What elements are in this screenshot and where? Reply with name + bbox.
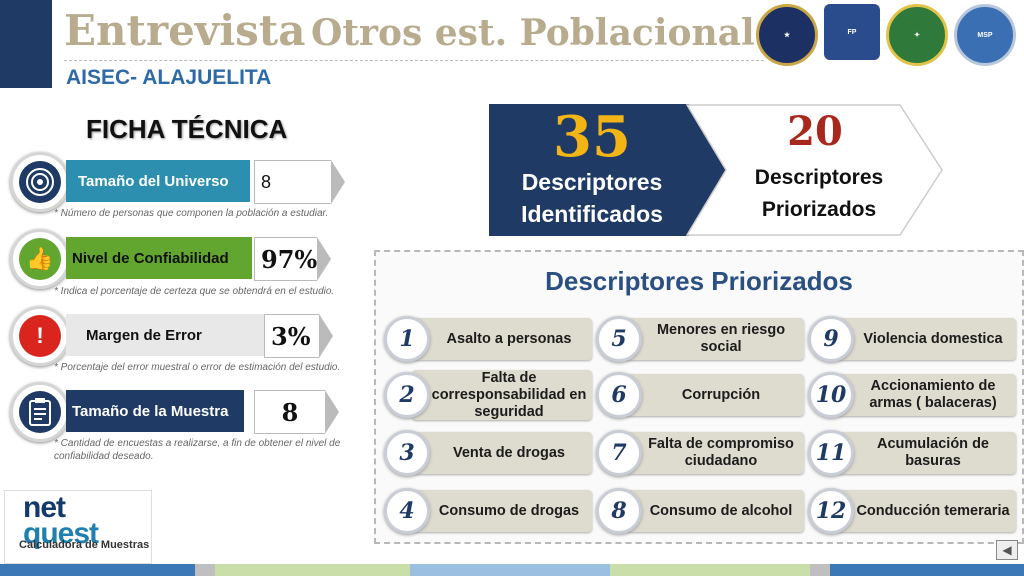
police-crest-logo: ✦ bbox=[886, 4, 948, 66]
netquest-calculator-badge[interactable]: net quest Calculadora de Muestras bbox=[4, 490, 152, 564]
descriptor-item: 3 Venta de drogas bbox=[384, 430, 596, 476]
descriptor-number: 5 bbox=[596, 316, 642, 362]
universe-size-label: Tamaño del Universo bbox=[66, 160, 250, 202]
descriptor-label: Falta de compromiso ciudadano bbox=[624, 432, 804, 474]
netquest-logo-quest: quest bbox=[23, 517, 99, 550]
descriptor-item: 6 Corrupción bbox=[596, 372, 808, 418]
descriptor-number: 7 bbox=[596, 430, 642, 476]
descriptor-item: 5 Menores en riesgo social bbox=[596, 316, 808, 362]
confidence-level-note: * Indica el porcentaje de certeza que se… bbox=[54, 286, 335, 297]
descriptor-number: 12 bbox=[808, 488, 854, 534]
descriptor-number: 10 bbox=[808, 372, 854, 418]
descriptor-item: 9 Violencia domestica bbox=[808, 316, 1018, 362]
identified-descriptors-arrow: 35 Descriptores Identificados bbox=[489, 104, 729, 236]
identified-line2: Identificados bbox=[521, 201, 663, 227]
descriptor-label: Consumo de alcohol bbox=[624, 490, 804, 532]
previous-slide-button[interactable]: ◀ bbox=[996, 540, 1018, 560]
sample-size-note: * Cantidad de encuestas a realizarse, a … bbox=[54, 438, 341, 462]
alert-icon: ! bbox=[10, 306, 70, 366]
descriptor-item: 8 Consumo de alcohol bbox=[596, 488, 808, 534]
identified-count: 35 bbox=[553, 104, 631, 170]
descriptor-item: 2 Falta de corresponsabilidad en segurid… bbox=[384, 370, 596, 420]
descriptor-label: Accionamiento de armas ( balaceras) bbox=[836, 374, 1016, 416]
prioritized-line2: Priorizados bbox=[761, 198, 877, 221]
descriptor-number: 1 bbox=[384, 316, 430, 362]
ficha-tecnica-title: FICHA TÉCNICA bbox=[86, 114, 288, 144]
error-margin-value: 3% bbox=[264, 314, 333, 358]
page-title-rest: Otros est. Poblacionales bbox=[311, 12, 798, 54]
descriptor-label: Falta de corresponsabilidad en seguridad bbox=[412, 370, 592, 420]
descriptor-label: Venta de drogas bbox=[412, 432, 592, 474]
clipboard-checklist-icon bbox=[10, 382, 70, 442]
descriptor-number: 11 bbox=[808, 430, 854, 476]
descriptor-item: 11 Acumulación de basuras bbox=[808, 430, 1018, 476]
descriptor-label: Menores en riesgo social bbox=[624, 318, 804, 360]
fuerza-publica-logo: FP bbox=[824, 4, 880, 60]
sample-size-row: Tamaño de la Muestra 8 bbox=[10, 382, 350, 442]
error-margin-label: Margen de Error bbox=[66, 314, 266, 356]
universe-size-note: * Número de personas que componen la pob… bbox=[54, 208, 329, 219]
error-margin-note: * Porcentaje del error muestral o error … bbox=[54, 362, 341, 373]
prioritized-count: 20 bbox=[787, 108, 843, 155]
descriptor-number: 2 bbox=[384, 372, 430, 418]
prioritized-arrow-shape bbox=[686, 104, 943, 236]
msp-seal-logo: MSP bbox=[954, 4, 1016, 66]
thumbs-up-icon: 👍 bbox=[10, 229, 70, 289]
descriptor-label: Corrupción bbox=[624, 374, 804, 416]
confidence-level-label: Nivel de Confiabilidad bbox=[66, 237, 252, 279]
error-margin-row: ! Margen de Error 3% bbox=[10, 306, 350, 366]
sample-size-value: 8 bbox=[254, 390, 339, 434]
previous-arrow-icon: ◀ bbox=[1002, 543, 1012, 557]
header-corner-block bbox=[0, 0, 52, 88]
logo-strip: ★ FP ✦ MSP bbox=[756, 4, 1016, 66]
identified-arrow-shape bbox=[489, 104, 729, 236]
descriptor-item: 4 Consumo de drogas bbox=[384, 488, 596, 534]
target-icon bbox=[10, 152, 70, 212]
netquest-caption: Calculadora de Muestras bbox=[19, 539, 150, 551]
descriptores-panel: Descriptores Priorizados 1 Asalto a pers… bbox=[374, 250, 1024, 544]
page-title: Entrevista Otros est. Poblacionales bbox=[64, 6, 798, 55]
descriptor-item: 1 Asalto a personas bbox=[384, 316, 596, 362]
footer-color-bar bbox=[0, 564, 1024, 576]
universe-size-row: Tamaño del Universo 8 bbox=[10, 152, 350, 212]
descriptor-label: Conducción temeraria bbox=[836, 490, 1016, 532]
descriptor-number: 9 bbox=[808, 316, 854, 362]
sample-size-label: Tamaño de la Muestra bbox=[66, 390, 244, 432]
descriptor-number: 8 bbox=[596, 488, 642, 534]
descriptor-item: 10 Accionamiento de armas ( balaceras) bbox=[808, 372, 1018, 418]
descriptor-number: 4 bbox=[384, 488, 430, 534]
descriptor-label: Consumo de drogas bbox=[412, 490, 592, 532]
us-embassy-seal-logo: ★ bbox=[756, 4, 818, 66]
universe-size-value: 8 bbox=[254, 160, 345, 204]
netquest-logo-net: net bbox=[23, 491, 66, 524]
descriptor-label: Asalto a personas bbox=[412, 318, 592, 360]
page-subtitle: AISEC- ALAJUELITA bbox=[66, 66, 272, 89]
descriptor-number: 3 bbox=[384, 430, 430, 476]
descriptor-label: Violencia domestica bbox=[836, 318, 1016, 360]
confidence-level-value: 97% bbox=[254, 237, 331, 281]
prioritized-line1: Descriptores bbox=[754, 166, 884, 189]
descriptor-number: 6 bbox=[596, 372, 642, 418]
page-title-main: Entrevista bbox=[64, 6, 306, 55]
descriptor-item: 12 Conducción temeraria bbox=[808, 488, 1018, 534]
descriptor-label: Acumulación de basuras bbox=[836, 432, 1016, 474]
header-divider bbox=[64, 60, 764, 61]
descriptores-panel-title: Descriptores Priorizados bbox=[545, 266, 853, 296]
confidence-level-row: 👍 Nivel de Confiabilidad 97% bbox=[10, 229, 350, 289]
netquest-logo: net quest bbox=[23, 491, 99, 550]
descriptor-item: 7 Falta de compromiso ciudadano bbox=[596, 430, 808, 476]
prioritized-descriptors-arrow: 20 Descriptores Priorizados bbox=[686, 104, 946, 236]
identified-line1: Descriptores bbox=[521, 169, 663, 195]
